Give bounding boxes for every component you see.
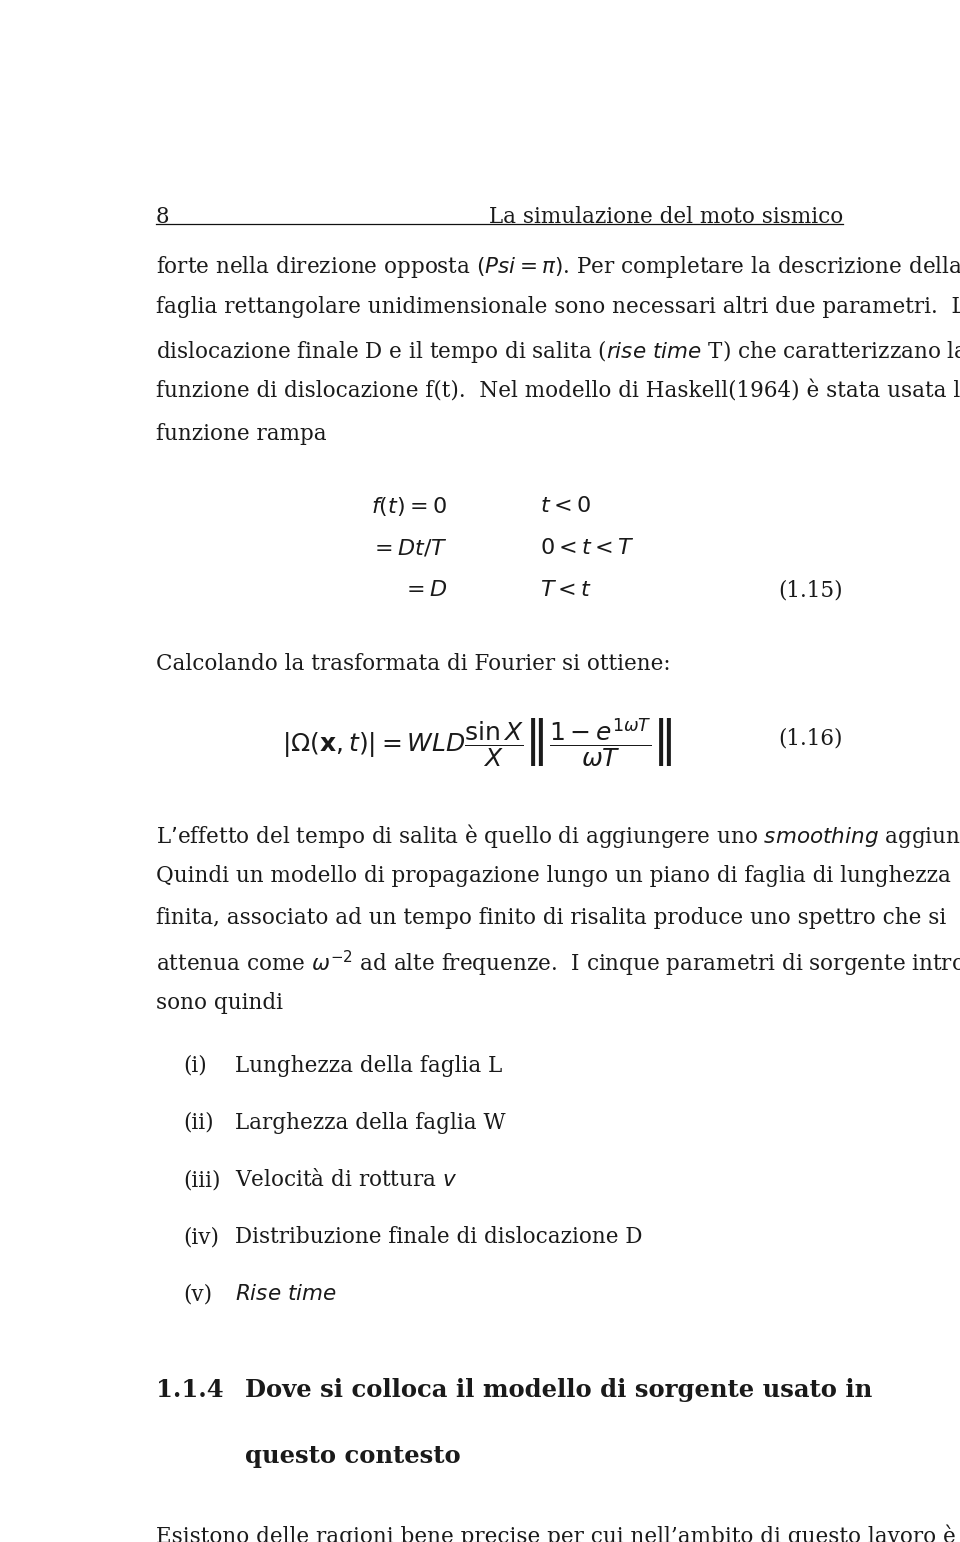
Text: $T < t$: $T < t$	[540, 580, 592, 601]
Text: sono quindi: sono quindi	[156, 992, 282, 1013]
Text: $0 < t < T$: $0 < t < T$	[540, 537, 635, 560]
Text: $|\Omega(\mathbf{x},t)| = WLD\dfrac{\sin X}{X}\left\|\dfrac{1 - e^{1\omega T}}{\: $|\Omega(\mathbf{x},t)| = WLD\dfrac{\sin…	[282, 717, 672, 769]
Text: (i): (i)	[183, 1055, 207, 1076]
Text: funzione rampa: funzione rampa	[156, 423, 326, 446]
Text: Dove si colloca il modello di sorgente usato in: Dove si colloca il modello di sorgente u…	[245, 1379, 873, 1402]
Text: (ii): (ii)	[183, 1112, 214, 1133]
Text: $= D$: $= D$	[402, 580, 447, 601]
Text: questo contesto: questo contesto	[245, 1443, 461, 1468]
Text: faglia rettangolare unidimensionale sono necessari altri due parametri.  La: faglia rettangolare unidimensionale sono…	[156, 296, 960, 318]
Text: Velocità di rottura $v$: Velocità di rottura $v$	[235, 1169, 458, 1190]
Text: Distribuzione finale di dislocazione D: Distribuzione finale di dislocazione D	[235, 1226, 643, 1247]
Text: $= Dt/T$: $= Dt/T$	[370, 537, 447, 560]
Text: $f(t) = 0$: $f(t) = 0$	[372, 495, 447, 518]
Text: Lunghezza della faglia L: Lunghezza della faglia L	[235, 1055, 503, 1076]
Text: (1.15): (1.15)	[779, 580, 843, 601]
Text: Calcolando la trasformata di Fourier si ottiene:: Calcolando la trasformata di Fourier si …	[156, 654, 670, 675]
Text: attenua come $\omega^{-2}$ ad alte frequenze.  I cinque parametri di sorgente in: attenua come $\omega^{-2}$ ad alte frequ…	[156, 950, 960, 979]
Text: (iii): (iii)	[183, 1169, 221, 1190]
Text: Esistono delle ragioni bene precise per cui nell’ambito di questo lavoro è stato: Esistono delle ragioni bene precise per …	[156, 1523, 960, 1542]
Text: Larghezza della faglia W: Larghezza della faglia W	[235, 1112, 506, 1133]
Text: Quindi un modello di propagazione lungo un piano di faglia di lunghezza: Quindi un modello di propagazione lungo …	[156, 865, 950, 887]
Text: funzione di dislocazione f(t).  Nel modello di Haskell(1964) è stata usata la: funzione di dislocazione f(t). Nel model…	[156, 381, 960, 402]
Text: (v): (v)	[183, 1283, 212, 1305]
Text: 1.1.4: 1.1.4	[156, 1379, 224, 1402]
Text: (1.16): (1.16)	[779, 728, 843, 749]
Text: 8: 8	[156, 207, 169, 228]
Text: forte nella direzione opposta $(Psi = \pi)$. Per completare la descrizione della: forte nella direzione opposta $(Psi = \p…	[156, 254, 960, 281]
Text: $t < 0$: $t < 0$	[540, 495, 591, 517]
Text: $\it{Rise\ time}$: $\it{Rise\ time}$	[235, 1283, 337, 1305]
Text: finita, associato ad un tempo finito di risalita produce uno spettro che si: finita, associato ad un tempo finito di …	[156, 907, 946, 928]
Text: (iv): (iv)	[183, 1226, 219, 1247]
Text: La simulazione del moto sismico: La simulazione del moto sismico	[489, 207, 843, 228]
Text: dislocazione finale D e il tempo di salita ($\it{rise\ time}$ T) che caratterizz: dislocazione finale D e il tempo di sali…	[156, 338, 960, 365]
Text: L’effetto del tempo di salita è quello di aggiungere uno $\it{smoothing}$ aggiun: L’effetto del tempo di salita è quello d…	[156, 822, 960, 851]
